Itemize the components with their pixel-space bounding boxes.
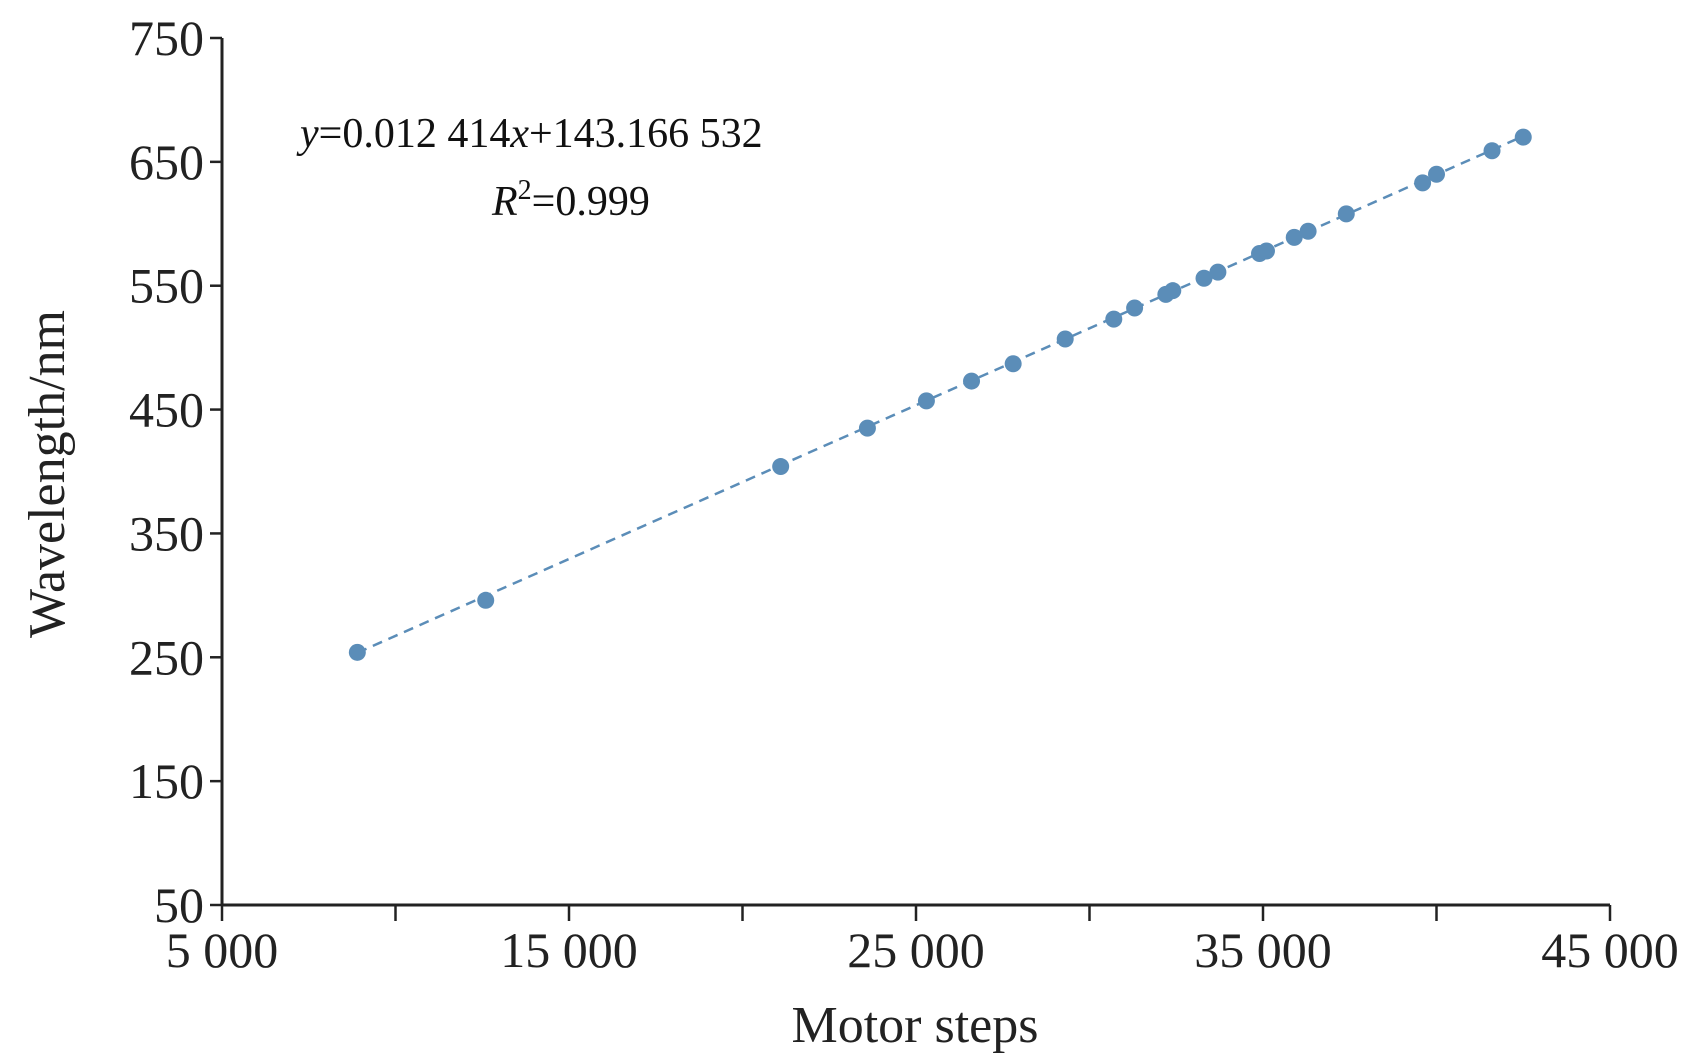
equation-x-var: x — [509, 111, 529, 157]
fit-line — [356, 134, 1524, 654]
data-point — [1164, 282, 1182, 300]
x-tick-label: 15 000 — [500, 922, 638, 978]
data-point — [1105, 310, 1123, 328]
x-tick-label: 35 000 — [1194, 922, 1332, 978]
data-point — [858, 419, 876, 437]
data-point — [1209, 263, 1227, 281]
data-point — [1257, 242, 1275, 260]
data-point — [1195, 269, 1213, 287]
equation-part1: =0.012 414 — [319, 111, 511, 157]
r-squared-value: =0.999 — [532, 179, 650, 225]
y-tick-label: 250 — [129, 629, 204, 685]
r-squared-text: R2=0.999 — [491, 175, 650, 225]
x-tick-label: 45 000 — [1541, 922, 1679, 978]
data-point — [1299, 222, 1317, 240]
data-point — [1126, 299, 1144, 317]
data-point — [1056, 330, 1074, 348]
y-tick-label: 50 — [154, 877, 204, 933]
equation-y-var: y — [296, 111, 319, 157]
data-point — [772, 458, 790, 476]
y-tick-label: 650 — [129, 134, 204, 190]
r-squared-var: R — [491, 179, 518, 225]
x-tick-label: 25 000 — [847, 922, 985, 978]
data-point — [1337, 205, 1355, 223]
regression-annotation: y=0.012 414x+143.166 532 R2=0.999 — [296, 111, 763, 225]
data-point — [963, 372, 981, 390]
data-point — [1428, 165, 1445, 183]
data-point — [1004, 355, 1022, 373]
equation-text: y=0.012 414x+143.166 532 — [296, 111, 763, 157]
y-tick-label: 550 — [129, 258, 204, 314]
plot-layer: 50 150 250 350 450 550 650 750 5 000 15 000 25 000… — [129, 10, 1679, 978]
data-point — [477, 591, 495, 609]
data-point — [1285, 228, 1303, 246]
y-axis-title: Wavelength/nm — [19, 310, 76, 638]
data-point — [348, 643, 366, 661]
data-point — [917, 392, 935, 410]
y-tick-label: 750 — [129, 10, 204, 66]
x-axis-title: Motor steps — [792, 997, 1039, 1054]
y-tick-label: 350 — [129, 505, 204, 561]
x-tick-label: 5 000 — [166, 922, 279, 978]
r-squared-sup: 2 — [518, 175, 532, 206]
y-tick-label: 450 — [129, 382, 204, 438]
data-point — [1514, 128, 1532, 146]
data-point — [1483, 142, 1501, 160]
data-point — [1414, 174, 1432, 192]
y-tick-label: 150 — [129, 753, 204, 809]
equation-part2: +143.166 532 — [529, 111, 763, 157]
